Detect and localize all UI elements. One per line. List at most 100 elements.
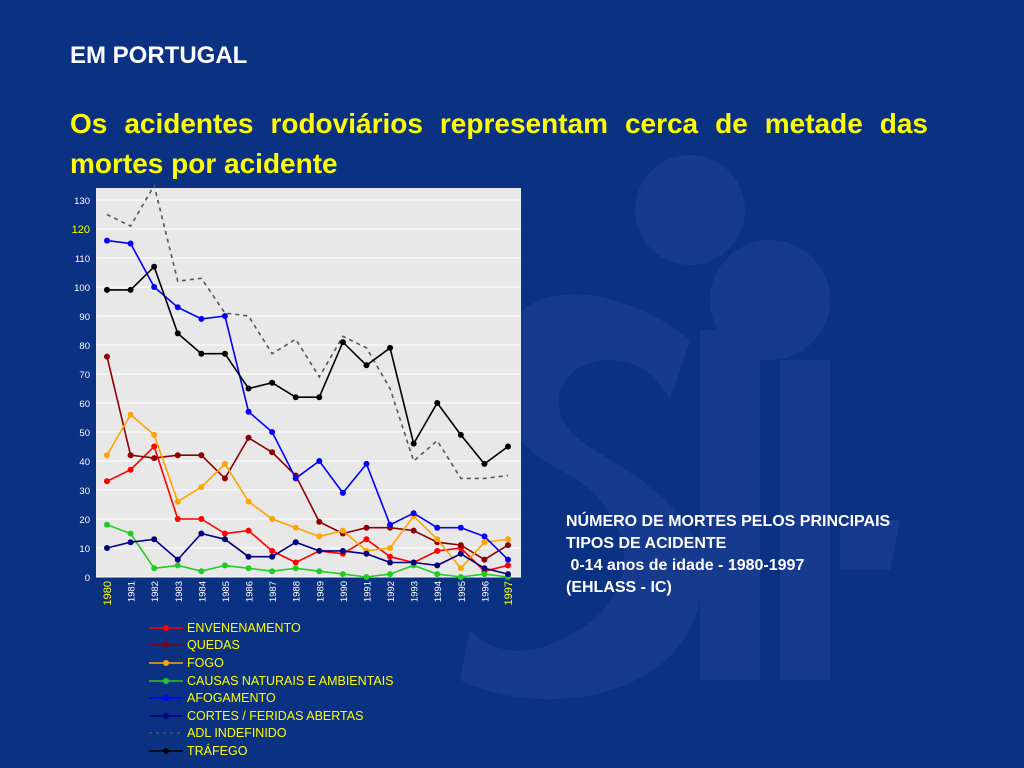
data-point — [221, 350, 228, 357]
data-point — [292, 524, 299, 531]
data-point — [434, 400, 441, 406]
series-line — [106, 445, 509, 573]
data-point — [387, 571, 394, 578]
data-point — [245, 527, 252, 534]
x-tick-label: 1993 — [410, 581, 421, 602]
data-point — [198, 452, 205, 459]
caption-line-4: (EHLASS - IC) — [566, 579, 672, 596]
data-point — [363, 460, 370, 467]
data-point — [104, 353, 110, 360]
legend-swatch — [149, 659, 183, 666]
legend-item: QUEDAS — [148, 637, 394, 655]
data-point — [316, 394, 323, 401]
data-point — [174, 330, 181, 337]
x-tick-label: 1988 — [292, 581, 303, 602]
data-point — [198, 350, 205, 357]
data-point — [151, 431, 158, 438]
data-point — [387, 553, 394, 560]
data-point — [151, 443, 158, 450]
data-point — [245, 498, 252, 505]
x-tick-label: 1982 — [150, 581, 161, 602]
data-point — [221, 313, 228, 319]
data-point — [481, 460, 488, 467]
y-tick-label: 0 — [85, 573, 90, 584]
data-point — [245, 434, 252, 441]
data-point — [387, 559, 394, 566]
legend-item: FOGO — [148, 654, 394, 672]
x-tick-label: 1995 — [457, 581, 468, 602]
data-point — [434, 571, 441, 578]
legend-swatch — [149, 624, 183, 631]
data-point — [221, 536, 228, 543]
data-point — [104, 286, 110, 293]
data-point — [457, 524, 464, 531]
data-point — [174, 556, 181, 563]
legend-item: ADL INDEFINIDO — [148, 725, 394, 743]
data-point — [316, 547, 323, 554]
data-point — [269, 516, 276, 522]
slide-headline: Os acidentes rodoviários representam cer… — [70, 108, 928, 179]
data-point — [127, 286, 134, 293]
data-point — [292, 475, 299, 482]
series — [104, 263, 511, 467]
data-point — [127, 466, 134, 473]
data-point — [127, 530, 134, 537]
caption-line-1: NÚMERO DE MORTES PELOS PRINCIPAIS — [566, 513, 891, 530]
data-point — [221, 460, 228, 467]
y-tick-label: 60 — [79, 399, 90, 410]
y-tick-label: 80 — [79, 341, 90, 352]
series — [104, 237, 511, 563]
data-point — [221, 562, 228, 569]
legend-item: CORTES / FERIDAS ABERTAS — [148, 707, 394, 725]
data-point — [457, 565, 464, 572]
legend-label: CORTES / FERIDAS ABERTAS — [187, 708, 364, 723]
legend-item: TRÁFEGO — [148, 742, 394, 760]
y-tick-label: 130 — [74, 196, 90, 207]
x-tick-label: 1997 — [503, 581, 515, 605]
data-point — [339, 489, 346, 496]
data-point — [127, 539, 134, 546]
series-line — [106, 532, 509, 575]
data-point — [339, 547, 346, 554]
data-point — [457, 574, 464, 580]
data-point — [363, 536, 370, 543]
data-point — [316, 568, 323, 575]
data-point — [245, 565, 252, 572]
y-tick-label: 90 — [79, 312, 90, 323]
data-point — [127, 411, 134, 418]
data-point — [269, 379, 276, 386]
legend-swatch — [149, 732, 183, 735]
data-point — [481, 539, 488, 546]
data-point — [481, 533, 488, 540]
data-point — [387, 344, 394, 351]
data-point — [505, 536, 511, 543]
data-point — [151, 565, 158, 572]
legend-label: CAUSAS NATURAIS E AMBIENTAIS — [187, 673, 394, 688]
data-point — [269, 553, 276, 560]
data-point — [127, 240, 134, 247]
legend-item: CAUSAS NATURAIS E AMBIENTAIS — [148, 672, 394, 690]
data-point — [457, 550, 464, 557]
series — [106, 183, 509, 480]
x-tick-label: 1984 — [197, 581, 208, 602]
data-point — [410, 527, 417, 534]
series-line — [106, 356, 509, 561]
data-point — [174, 516, 181, 522]
data-point — [174, 304, 181, 311]
y-tick-label: 110 — [75, 254, 90, 265]
data-point — [387, 545, 394, 551]
series-line — [106, 413, 509, 570]
data-point — [363, 574, 370, 580]
data-point — [457, 542, 464, 549]
y-tick-label: 50 — [79, 428, 90, 439]
legend-item: ENVENENAMENTO — [148, 619, 394, 637]
series-line — [106, 524, 509, 578]
data-point — [316, 518, 323, 525]
x-tick-label: 1996 — [480, 581, 491, 602]
plot-area — [96, 188, 521, 577]
legend-swatch — [149, 712, 183, 719]
data-point — [292, 394, 299, 401]
data-point — [151, 284, 158, 290]
y-tick-label: 40 — [79, 457, 90, 468]
